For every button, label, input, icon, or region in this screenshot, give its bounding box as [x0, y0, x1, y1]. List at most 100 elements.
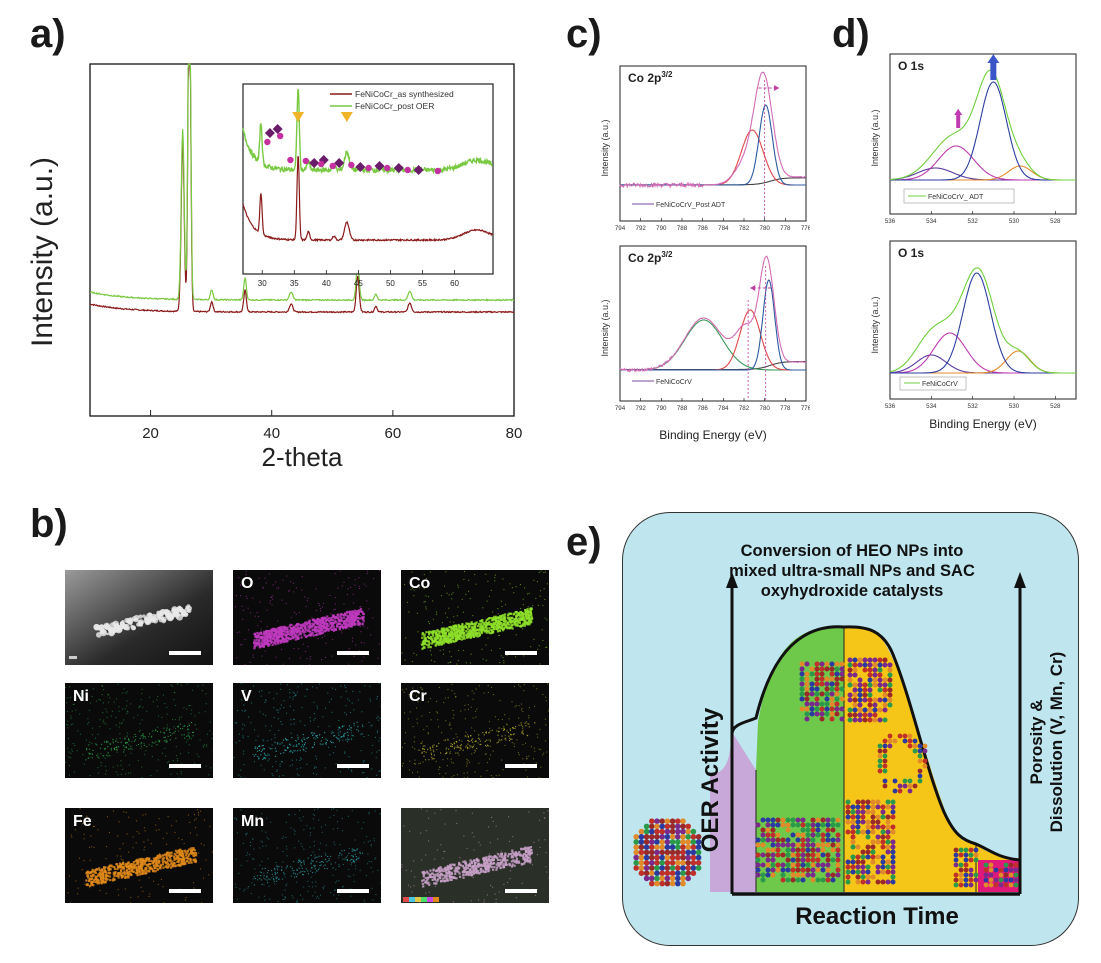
y-right-label-line2: Dissolution (V, Mn, Cr) [1047, 652, 1066, 833]
activity-curve [730, 625, 1021, 892]
peak-marker-triangle [292, 112, 305, 122]
scale-bar [337, 651, 369, 655]
scale-bar [337, 764, 369, 768]
eds-map-label: Mn [241, 813, 265, 830]
peak-marker-circle [365, 164, 372, 172]
peak-marker-circle [276, 132, 284, 140]
co2p-x-label: Binding Energy (eV) [659, 428, 766, 442]
co2p-pristine-title: Co 2p3/2 [628, 250, 673, 265]
inset-x-tick-label: 60 [450, 279, 459, 288]
eds-map-co: Co [401, 570, 549, 665]
xrd-chart: 20 40 60 80 Intensity (a.u.) 2-theta 30 35 40… [30, 63, 523, 472]
eds-map-haadf [65, 570, 213, 665]
xrd-x-tick-label: 40 [263, 425, 280, 442]
inset-x-tick-label: 55 [418, 279, 427, 288]
xps-x-tick-label: 786 [698, 225, 709, 232]
scale-bar [337, 889, 369, 893]
schematic: Conversion of HEO NPs into mixed ultra-s… [633, 542, 1066, 930]
xps-x-tick-label: 776 [801, 405, 810, 412]
o1s-post-chart: O 1s Intensity (a.u.) 536 534 532 530 528 Fe… [870, 53, 1077, 225]
xps-x-tick-label: 788 [677, 225, 688, 232]
peak-marker-circle [329, 162, 336, 170]
peak-marker-diamond [334, 158, 345, 168]
xps-curve-envelope [889, 267, 1076, 374]
y-left-label: OER Activity [697, 707, 724, 852]
eds-map-ni: Ni [65, 683, 213, 778]
scale-bar [169, 651, 201, 655]
scale-bar [169, 889, 201, 893]
np-small [953, 847, 979, 888]
xrd-x-axis-label: 2-theta [262, 442, 343, 472]
xps-x-tick-label: 532 [968, 218, 979, 225]
scale-bar [505, 889, 537, 893]
xps-x-tick-label: 528 [1050, 218, 1061, 225]
o1s-pristine-title: O 1s [898, 246, 924, 260]
xps-x-tick-label: 790 [656, 225, 667, 232]
xps-x-tick-label: 780 [760, 405, 771, 412]
xps-x-tick-label: 528 [1050, 403, 1061, 410]
np-large-cluster [755, 817, 841, 883]
shift-arrow-head [750, 285, 756, 291]
xrd-x-tick-label: 80 [506, 425, 523, 442]
xps-curve-envelope [619, 71, 806, 189]
eds-map-label: O [241, 575, 254, 592]
eds-map-o: O [233, 570, 381, 665]
o1s-pristine-legend: FeNiCoCrV [899, 376, 967, 391]
scale-bar [505, 651, 537, 655]
peak-marker-diamond [355, 162, 366, 172]
np-cluster-yellow [845, 799, 896, 885]
o1s-pristine-chart: O 1s Intensity (a.u.) 536 534 532 530 528 Fe… [870, 240, 1077, 431]
xps-x-tick-label: 534 [926, 403, 937, 410]
scale-bar [505, 764, 537, 768]
xps-curve-envelope [619, 255, 806, 373]
schematic-title-line1: Conversion of HEO NPs into [741, 542, 964, 560]
xps-x-tick-label: 794 [615, 405, 626, 412]
xps-x-tick-label: 778 [780, 225, 791, 232]
peak-marker-circle [264, 138, 271, 146]
co2p-pristine-chart: Co 2p3/2 Intensity (a.u.) 794 792 790 788 78… [600, 245, 810, 442]
xps-x-tick-label: 784 [718, 405, 729, 412]
xps-x-tick-label: 530 [1009, 403, 1020, 410]
xps-curve-lattice-hydroxide [890, 272, 1076, 374]
co2p-post-legend: FeNiCoCrV_Post ADT [656, 202, 726, 209]
eds-map-fe: Fe [65, 808, 213, 903]
peak-marker-triangle [340, 112, 353, 122]
xrd-x-tick-label: 60 [385, 425, 402, 442]
inset-x-tick-label: 30 [258, 279, 267, 288]
xps-x-tick-label: 784 [718, 225, 729, 232]
y-right-label-line1: Porosity & [1027, 699, 1046, 784]
peak-marker-circle [434, 167, 442, 175]
np-pristine [633, 818, 702, 887]
schematic-title-line2: mixed ultra-small NPs and SAC [729, 562, 975, 580]
xps-curve-envelope [889, 69, 1076, 181]
eds-map-label: V [241, 688, 252, 705]
eds-map-label: Cr [409, 688, 427, 705]
np-cluster-activation [799, 661, 845, 722]
y-axis-right-arrow [1014, 572, 1026, 588]
xps-x-tick-label: 786 [698, 405, 709, 412]
peak-marker-diamond [309, 158, 320, 168]
xrd-inset: 30 35 40 45 50 55 60 FeNiCoCr_as synthesized F… [242, 83, 494, 288]
xps-x-tick-label: 792 [636, 405, 647, 412]
eds-map-overlay [401, 808, 549, 903]
o1s-pristine-y-label: Intensity (a.u.) [870, 296, 880, 353]
scale-bar [169, 764, 201, 768]
xps-x-tick-label: 788 [677, 405, 688, 412]
xps-x-tick-label: 532 [968, 403, 979, 410]
xps-x-tick-label: 794 [615, 225, 626, 232]
eds-map-cr: Cr [401, 683, 549, 778]
co2p-post-chart: Co 2p3/2 Intensity (a.u.) 794 792 790 788 78… [600, 65, 810, 232]
xps-curve-lattice-hydroxide [890, 81, 1076, 181]
xps-x-tick-label: 534 [926, 218, 937, 225]
eds-map-label: Fe [73, 813, 92, 830]
y-axis-left-arrow [726, 572, 738, 588]
co2p-post-y-label: Intensity (a.u.) [600, 119, 610, 176]
peak-marker-diamond [272, 124, 283, 134]
xps-x-tick-label: 536 [885, 403, 896, 410]
peak-marker-circle [302, 157, 310, 165]
o1s-x-label: Binding Energy (eV) [929, 417, 1036, 431]
peak-marker-circle [404, 166, 411, 174]
peak-marker-circle [348, 161, 355, 169]
xrd-series-post-oer [89, 63, 515, 302]
inset-legend-as-synthesized: FeNiCoCr_as synthesized [355, 89, 454, 99]
